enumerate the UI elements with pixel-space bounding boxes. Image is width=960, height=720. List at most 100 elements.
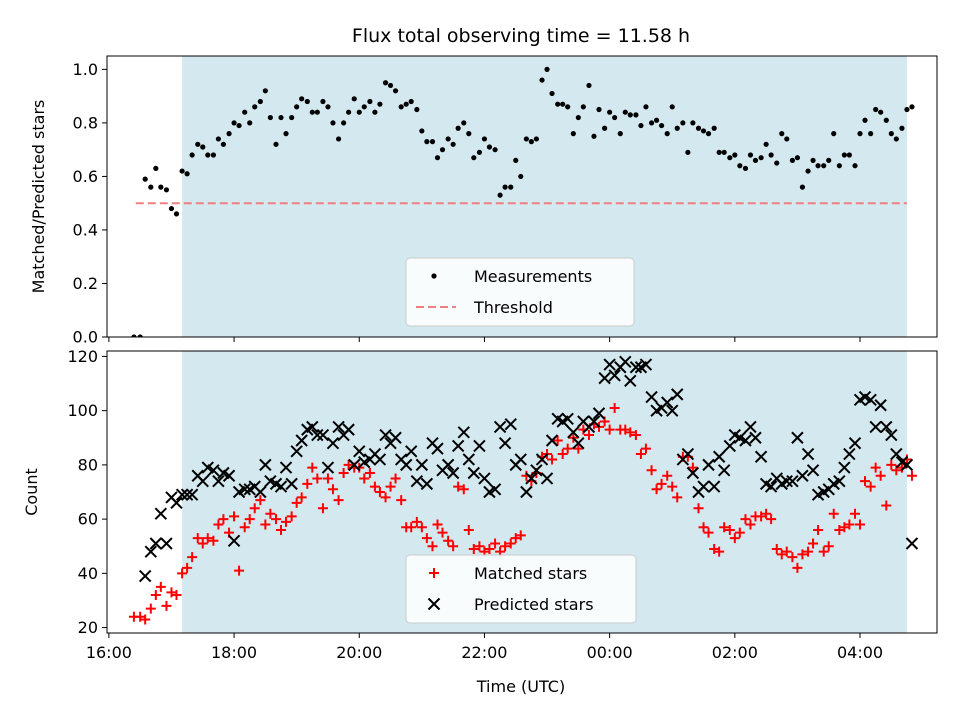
matched-star-point	[177, 568, 188, 579]
matched-star-point	[724, 524, 735, 535]
predicted-star-point	[316, 428, 330, 442]
predicted-star-point	[545, 434, 559, 447]
predicted-star-point	[530, 464, 543, 477]
measurement-point	[142, 176, 148, 182]
x-tick-label: 16:00	[86, 643, 132, 662]
y-tick-label: 0.4	[73, 220, 98, 239]
matched-star-point	[667, 481, 678, 492]
measurement-point	[382, 80, 389, 86]
predicted-star-point	[379, 428, 392, 442]
matched-star-point	[135, 611, 146, 622]
measurement-point	[502, 184, 508, 190]
predicted-star-point	[712, 450, 726, 463]
matched-star-point	[249, 503, 260, 514]
matched-star-point	[333, 495, 344, 506]
measurement-point	[680, 120, 686, 126]
measurement-point	[341, 120, 347, 126]
y-tick-label: 0.8	[73, 113, 98, 132]
predicted-star-point	[326, 436, 340, 450]
measurement-point	[909, 104, 915, 110]
measurement-point	[220, 141, 227, 147]
matched-star-point	[359, 473, 370, 484]
predicted-star-point	[279, 461, 293, 474]
plot-area	[131, 66, 915, 337]
matched-star-point	[187, 552, 198, 563]
ratio-panel: 0.0 0.2 0.4 0.6 0.8 1.0 Matched/Predicted star…	[29, 55, 938, 347]
predicted-star-point	[890, 447, 903, 461]
measurement-point	[596, 106, 602, 113]
measurement-point	[627, 112, 633, 118]
predicted-star-point	[311, 428, 324, 442]
measurement-point	[857, 131, 863, 137]
predicted-star-point	[222, 469, 236, 482]
measurement-point	[351, 96, 357, 102]
measurement-point	[658, 122, 665, 129]
predicted-star-point	[681, 447, 695, 461]
predicted-star-point	[185, 488, 199, 501]
y-tick-label: 100	[67, 401, 98, 420]
measurement-point	[826, 157, 832, 163]
y-axis-label: Matched/Predicted stars	[29, 100, 48, 294]
matched-star-point	[635, 449, 646, 460]
measurement-point	[570, 131, 576, 137]
matched-star-point	[192, 533, 203, 544]
matched-star-point	[145, 603, 156, 614]
predicted-star-point	[666, 404, 679, 417]
matched-star-point	[719, 522, 730, 533]
predicted-star-point	[900, 458, 914, 472]
predicted-star-point	[180, 488, 194, 501]
measurement-point	[544, 66, 550, 72]
measurement-point	[732, 152, 738, 158]
measurement-point	[643, 104, 649, 110]
measurement-point	[148, 184, 154, 190]
matched-star-point	[787, 552, 798, 563]
predicted-star-point	[754, 450, 768, 463]
predicted-star-point	[144, 545, 158, 558]
measurement-point	[815, 163, 821, 169]
matched-star-point	[244, 514, 255, 525]
measurement-point	[638, 122, 644, 129]
matched-star-point	[557, 449, 568, 460]
measurement-point	[200, 144, 206, 150]
measurement-point	[690, 120, 696, 126]
measurement-point	[242, 109, 248, 115]
measurement-point	[586, 82, 592, 89]
matched-star-point	[312, 473, 323, 484]
measurement-point	[304, 98, 310, 105]
measurement-point	[758, 155, 764, 161]
matched-star-point	[620, 424, 631, 435]
matched-star-point	[906, 470, 917, 481]
matched-star-point	[547, 454, 558, 465]
predicted-star-point	[838, 461, 851, 474]
predicted-star-point	[138, 569, 152, 583]
measurement-point	[560, 101, 566, 107]
predicted-star-point	[587, 415, 601, 428]
matched-star-point	[761, 508, 772, 519]
legend-label: Predicted stars	[474, 595, 594, 614]
predicted-star-point	[196, 474, 209, 488]
matched-star-point	[604, 424, 615, 435]
axes-frame	[106, 350, 938, 634]
predicted-star-point	[306, 420, 319, 434]
measurement-point	[309, 109, 315, 115]
matched-star-point	[322, 473, 333, 484]
predicted-stars-series	[138, 355, 919, 583]
predicted-star-point	[525, 472, 538, 485]
predicted-star-point	[833, 474, 846, 488]
predicted-star-point	[478, 472, 491, 485]
predicted-star-point	[212, 474, 225, 488]
measurement-point	[236, 122, 242, 129]
matched-star-point	[202, 533, 213, 544]
measurement-point	[476, 149, 483, 155]
measurement-point	[314, 109, 320, 115]
measurement-point	[883, 117, 889, 123]
measurement-point	[700, 128, 707, 134]
predicted-star-point	[848, 436, 862, 450]
measurement-point	[252, 104, 258, 110]
matched-star-point	[327, 484, 338, 495]
predicted-star-point	[441, 458, 455, 472]
matched-star-point	[369, 481, 380, 492]
matched-star-point	[771, 543, 782, 554]
measurement-point	[262, 88, 268, 94]
